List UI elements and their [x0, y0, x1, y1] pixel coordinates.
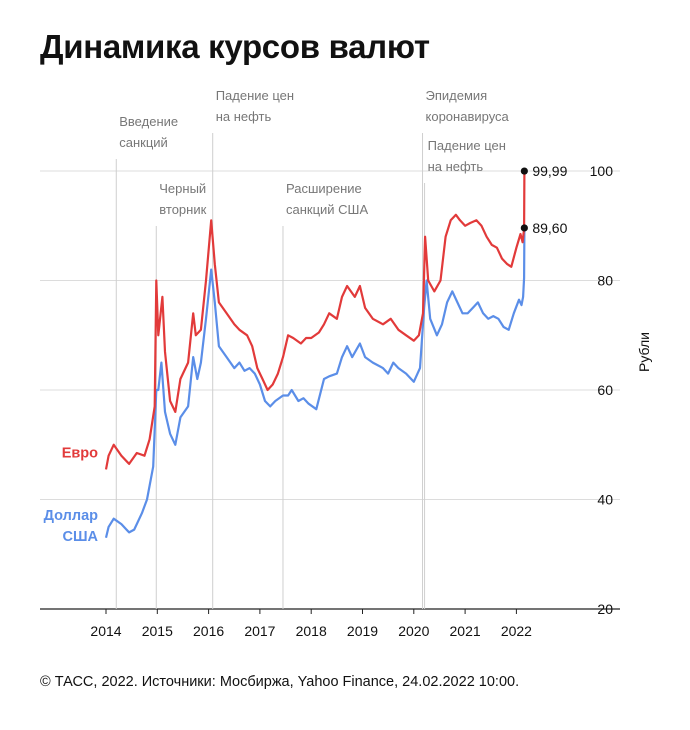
annotation-label: Введение	[119, 114, 178, 129]
annotation-label: санкций США	[286, 202, 368, 217]
annotation-label: на нефть	[216, 109, 272, 124]
y-tick-label: 20	[597, 601, 613, 617]
y-tick-label: 80	[597, 273, 613, 289]
annotation-label: Падение цен	[216, 88, 294, 103]
chart-title: Динамика курсов валют	[40, 28, 430, 65]
series-label: США	[62, 529, 98, 545]
annotation-label: коронавируса	[426, 109, 510, 124]
series-label: Доллар	[44, 508, 98, 524]
x-tick-label: 2014	[90, 623, 121, 639]
annotation-label: санкций	[119, 135, 168, 150]
dollar-series-line	[104, 227, 526, 539]
annotation-label: Эпидемия	[426, 88, 488, 103]
end-point-dot	[520, 224, 528, 232]
x-tick-label: 2016	[193, 623, 224, 639]
x-tick-label: 2021	[450, 623, 481, 639]
x-tick-label: 2020	[398, 623, 429, 639]
source-credit: © ТАСС, 2022. Источники: Мосбиржа, Yahoo…	[40, 674, 520, 690]
series-label: Евро	[62, 445, 98, 461]
x-tick-label: 2017	[244, 623, 275, 639]
x-tick-label: 2015	[142, 623, 173, 639]
annotation-label: Падение цен	[428, 138, 506, 153]
annotation-label: на нефть	[428, 159, 484, 174]
y-tick-label: 60	[597, 382, 613, 398]
y-tick-label: 40	[597, 492, 613, 508]
annotation-label: Черный	[159, 181, 206, 196]
annotation-label: вторник	[159, 202, 206, 217]
annotation-label: Расширение	[286, 181, 362, 196]
x-tick-label: 2019	[347, 623, 378, 639]
x-tick-label: 2022	[501, 623, 532, 639]
end-value-label: 89,60	[532, 220, 567, 236]
y-tick-label: 100	[590, 163, 614, 179]
end-value-label: 99,99	[532, 163, 567, 179]
end-point-dot	[520, 167, 528, 175]
euro-series-line	[104, 171, 526, 470]
y-axis-label: Рубли	[636, 332, 652, 372]
x-tick-label: 2018	[296, 623, 327, 639]
